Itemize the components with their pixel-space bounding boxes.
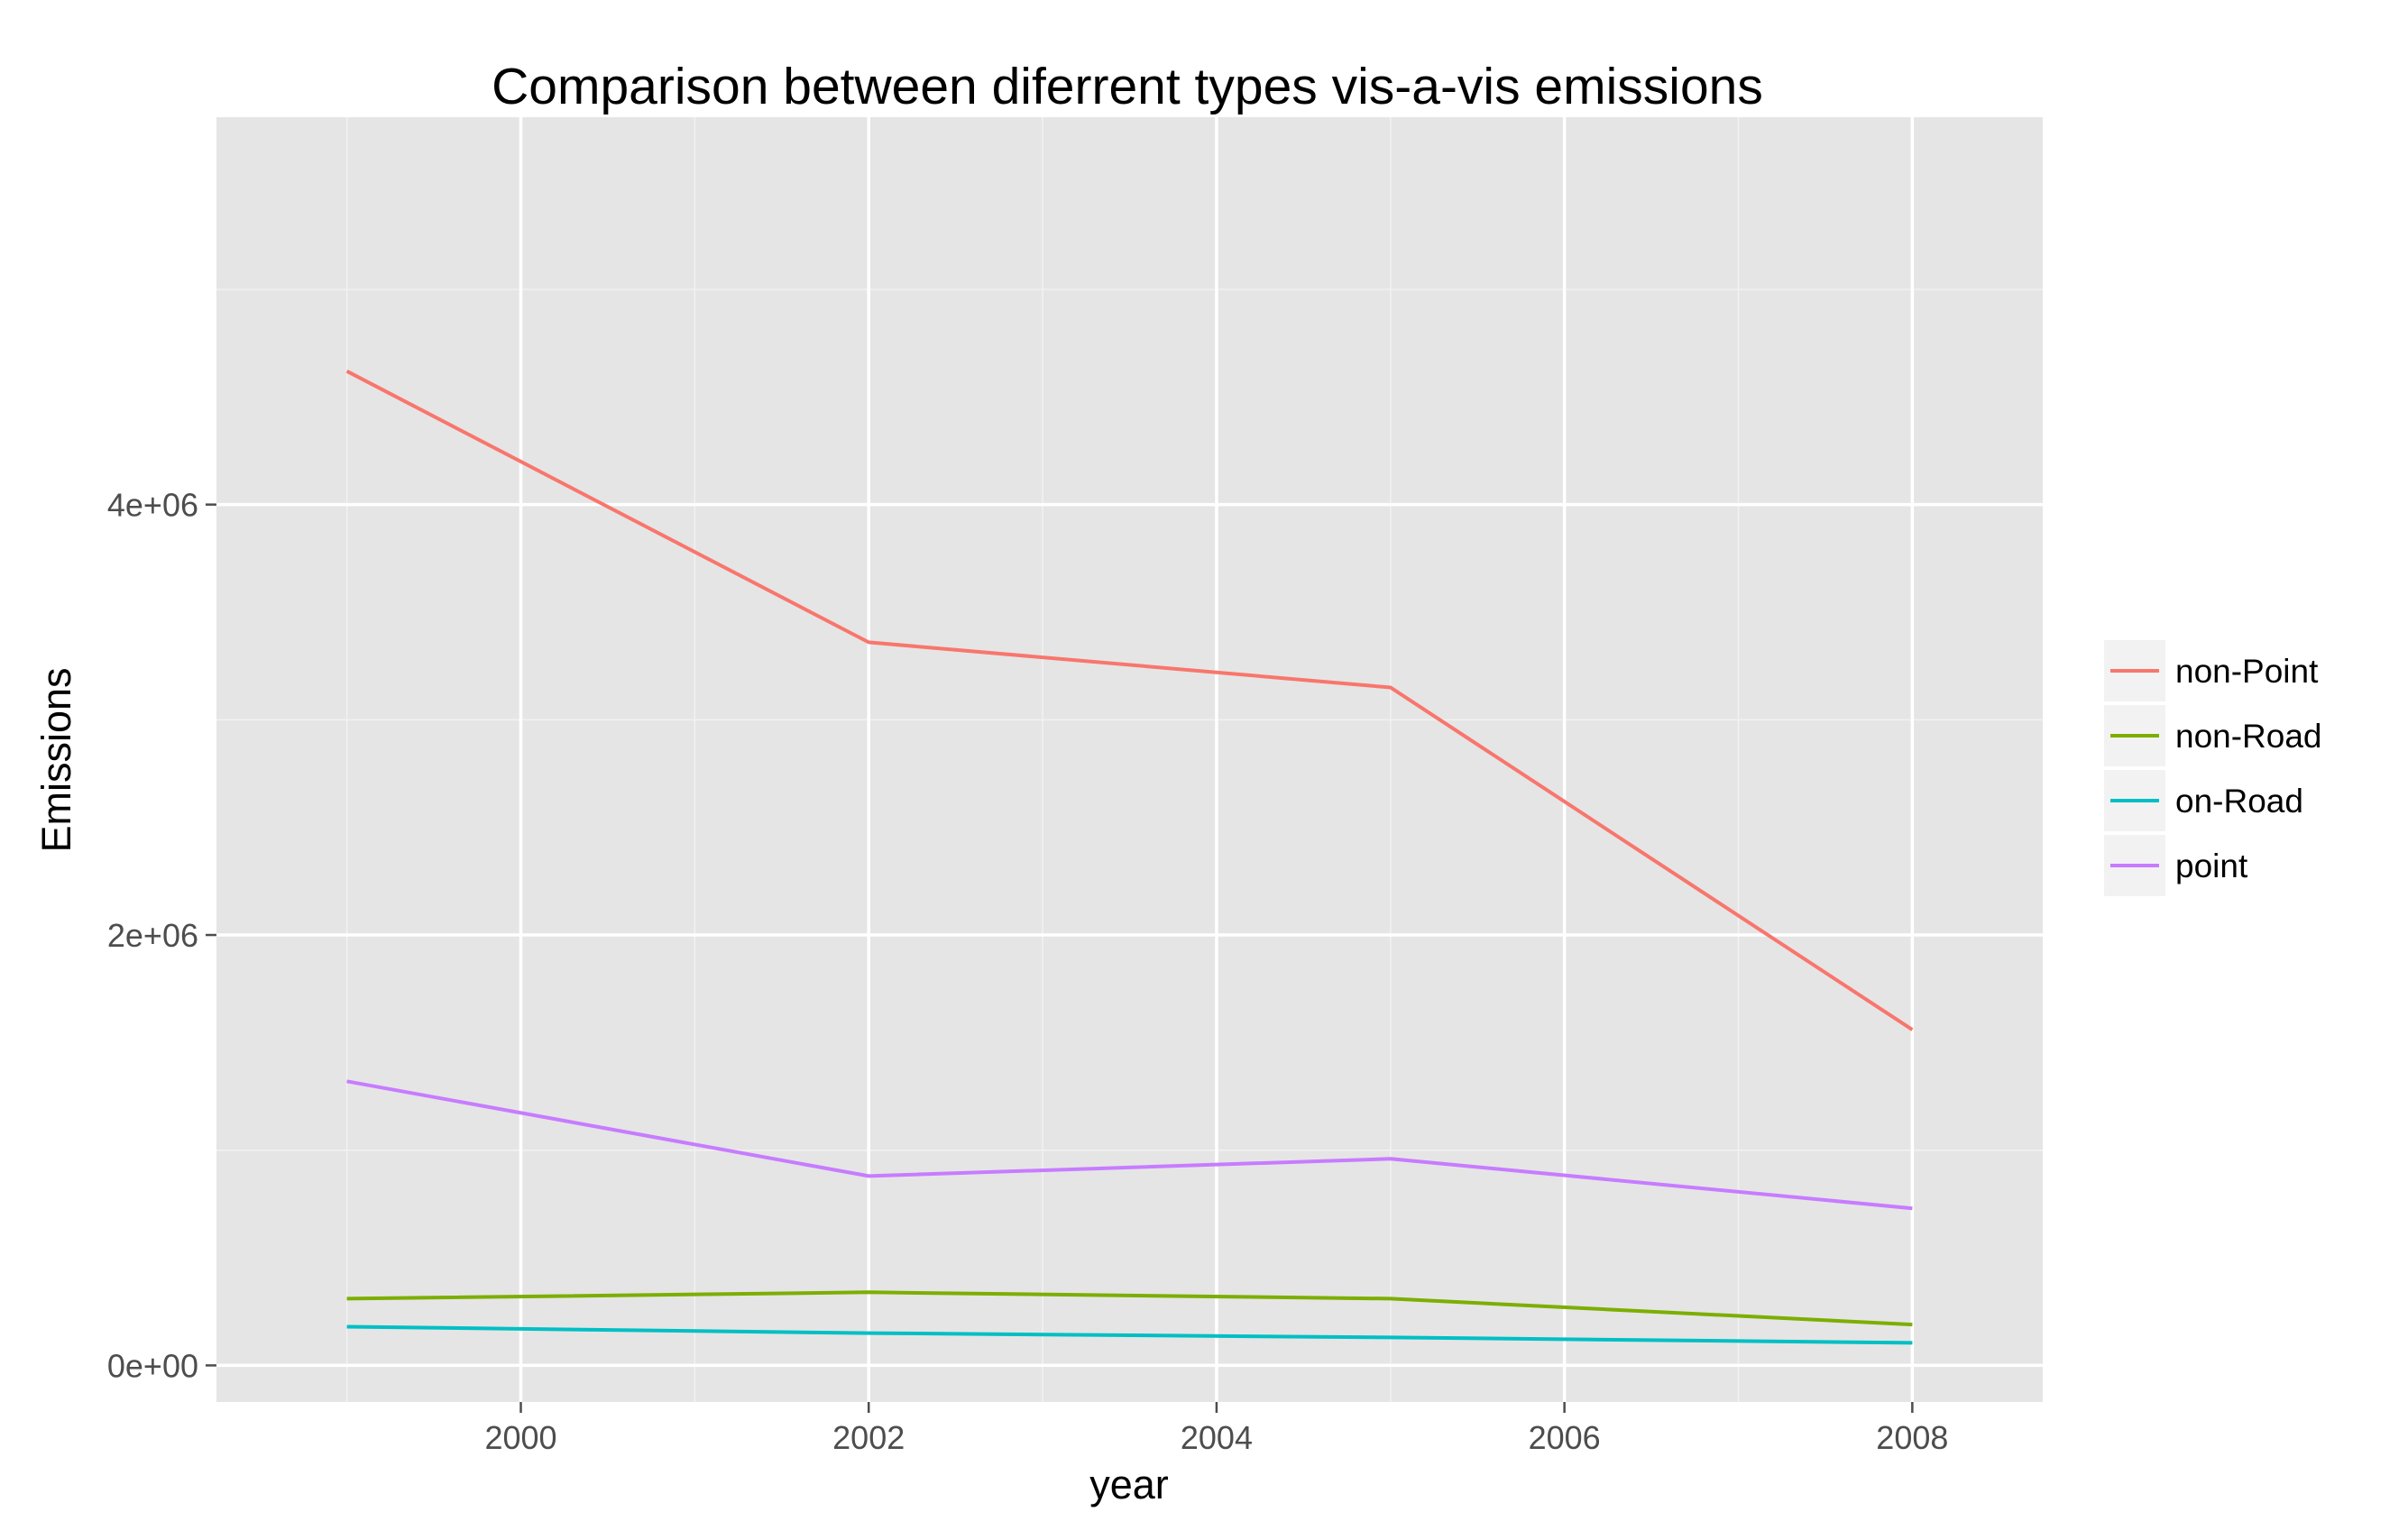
major-gridlines — [216, 117, 2043, 1402]
x-tick-label: 2008 — [1876, 1419, 1948, 1456]
legend: non-Point non-Road on-Road point — [2104, 640, 2322, 896]
y-axis-title: Emissions — [33, 667, 79, 852]
series-lines — [345, 369, 1914, 1345]
x-axis-title: year — [1089, 1461, 1169, 1507]
legend-label-non-point: non-Point — [2175, 653, 2319, 690]
y-tick-label: 2e+06 — [107, 917, 198, 954]
series-line-point — [346, 1079, 1913, 1211]
series-line-non-point — [345, 369, 1914, 1031]
series-line-non-road — [346, 1290, 1913, 1327]
y-axis: 0e+00 2e+06 4e+06 — [107, 487, 216, 1384]
x-tick-label: 2000 — [484, 1419, 556, 1456]
legend-label-non-road: non-Road — [2175, 718, 2322, 755]
y-tick-label: 4e+06 — [107, 487, 198, 524]
chart-title: Comparison between diferrent types vis-a… — [492, 58, 1763, 115]
plot-panel — [216, 117, 2043, 1402]
x-tick-label: 2004 — [1181, 1419, 1253, 1456]
legend-label-on-road: on-Road — [2175, 783, 2303, 820]
y-tick-label: 0e+00 — [107, 1347, 198, 1384]
x-tick-label: 2006 — [1529, 1419, 1601, 1456]
legend-label-point: point — [2175, 848, 2248, 884]
x-axis: 2000 2002 2004 2006 2008 — [484, 1402, 1948, 1456]
series-line-on-road — [346, 1324, 1913, 1345]
x-tick-label: 2002 — [832, 1419, 905, 1456]
